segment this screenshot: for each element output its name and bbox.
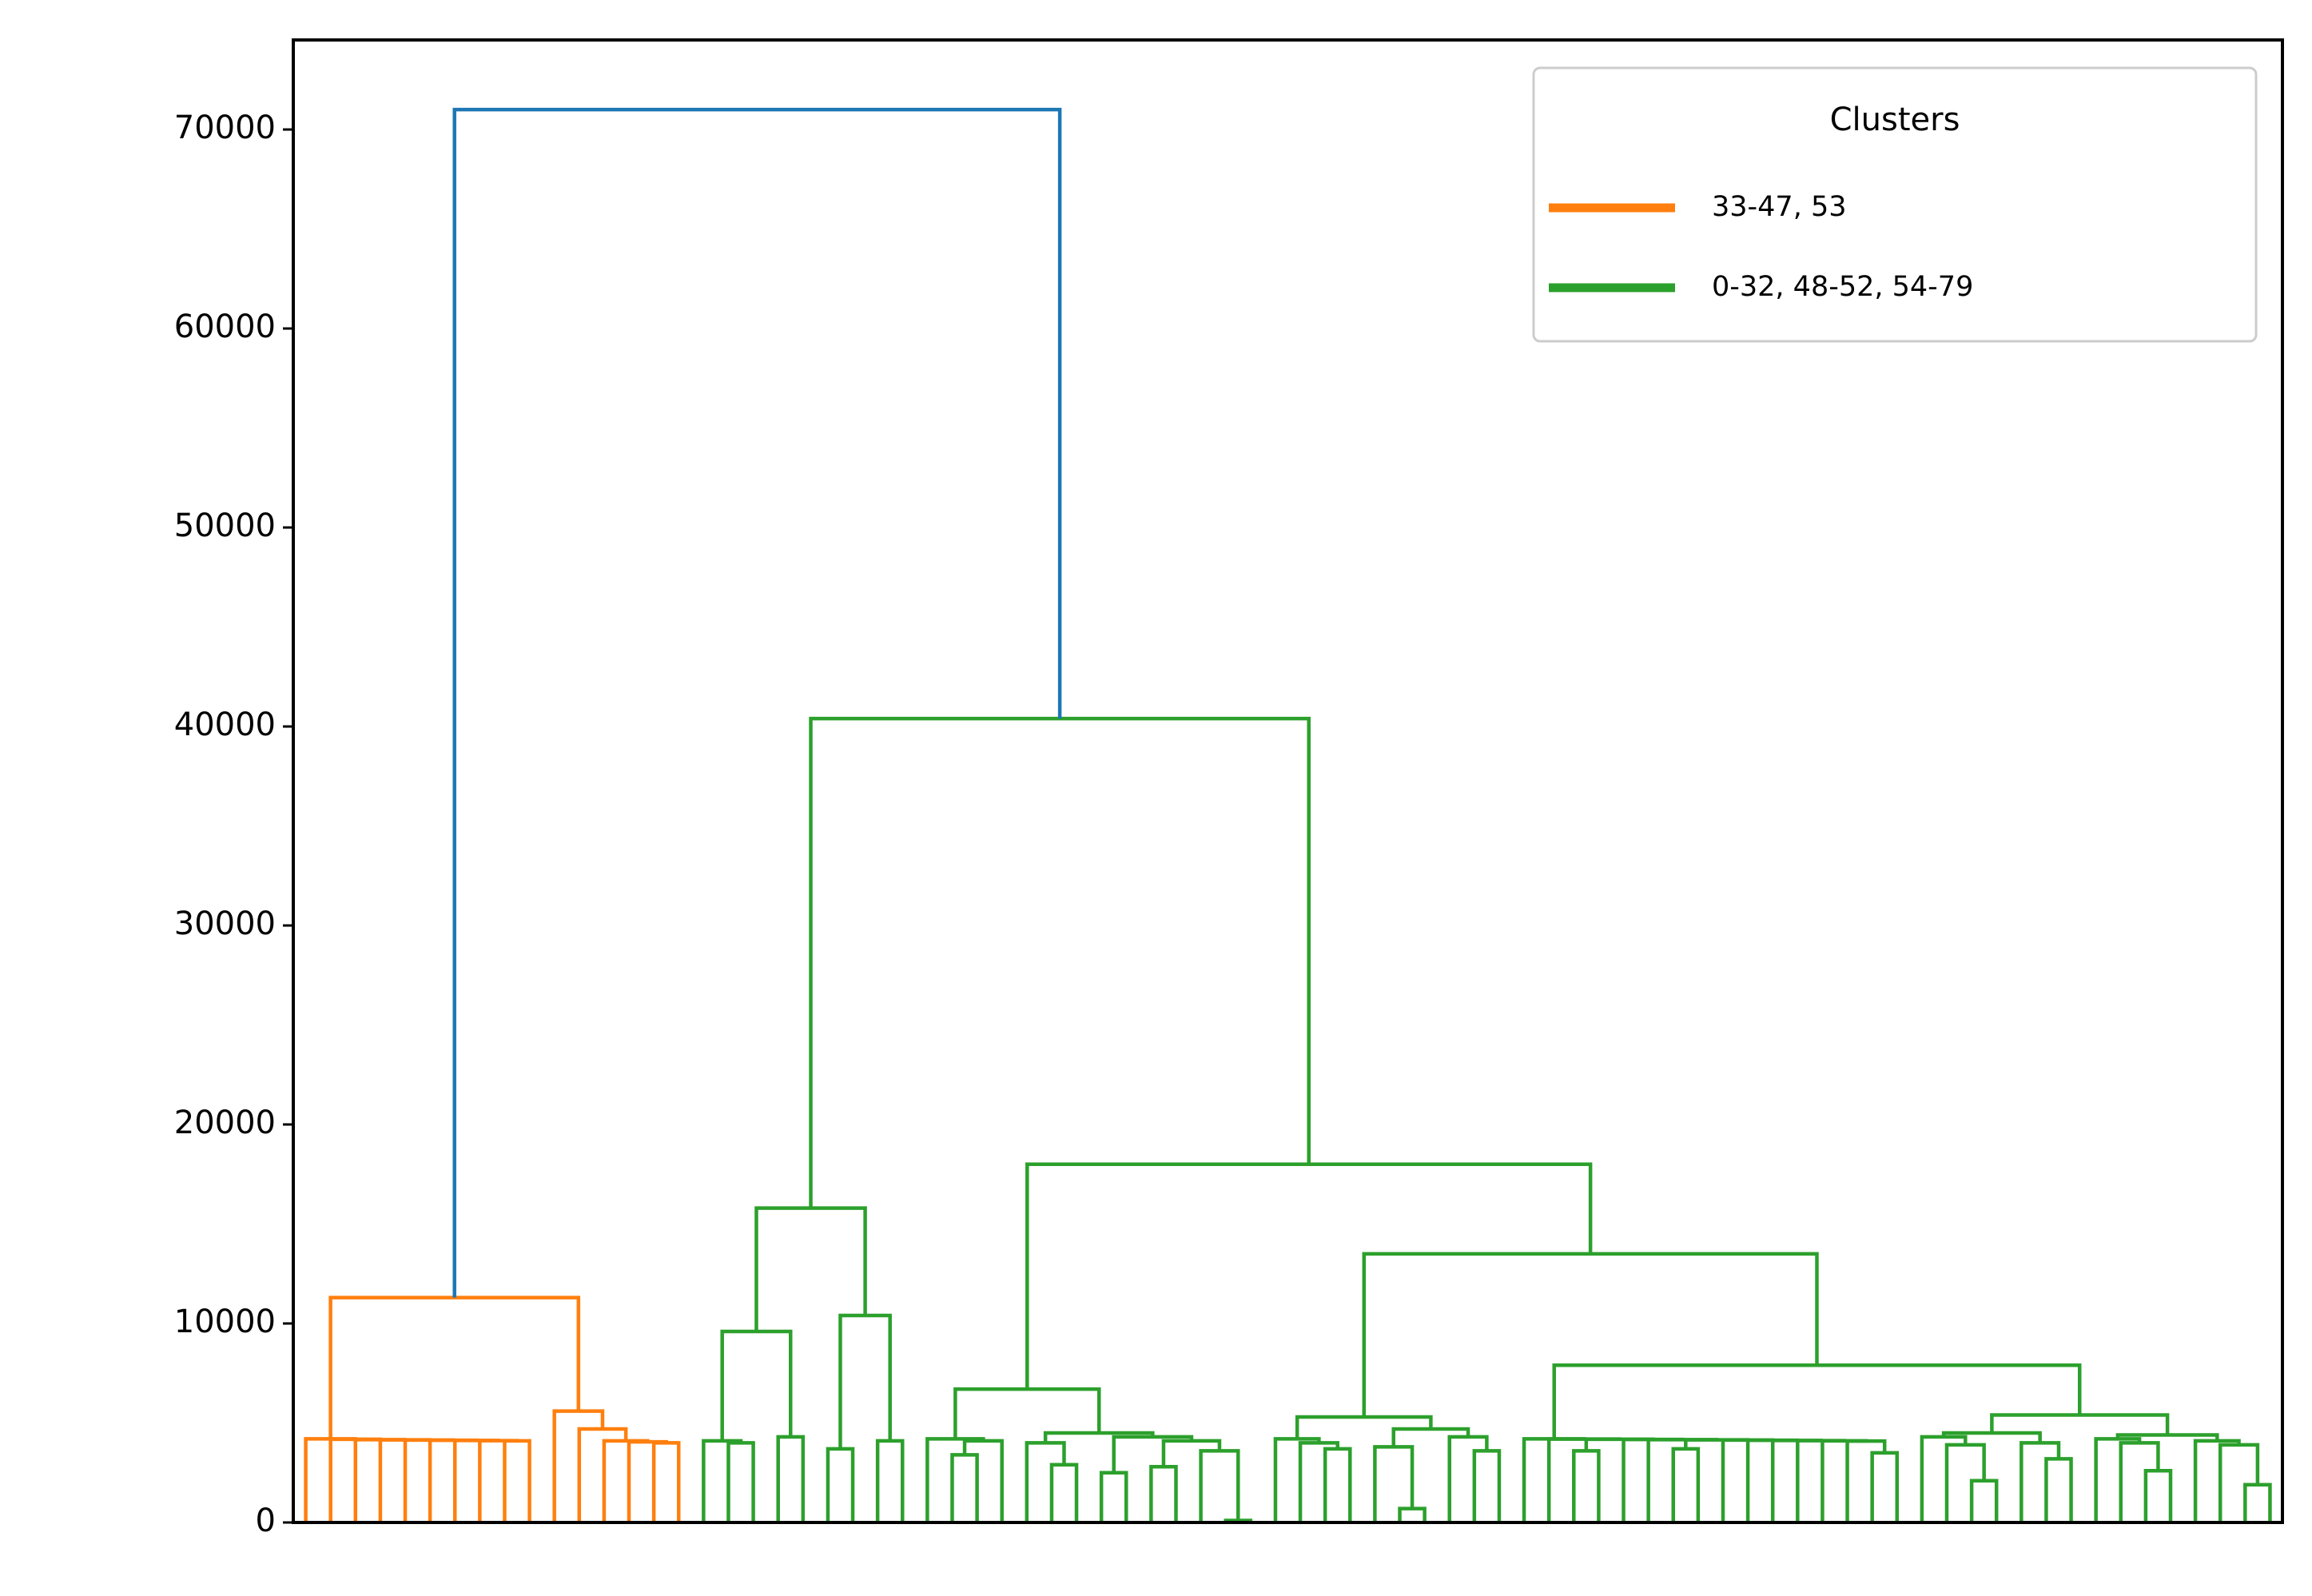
links <box>304 107 2272 1522</box>
y-tick-label: 40000 <box>174 706 276 743</box>
legend-title: Clusters <box>1830 101 1960 138</box>
y-tick-label: 60000 <box>174 308 276 345</box>
plot-frame <box>292 38 2284 1524</box>
y-tick-label: 30000 <box>174 905 276 942</box>
legend-label: 0-32, 48-52, 54-79 <box>1712 271 1973 303</box>
y-tick-label: 20000 <box>174 1104 276 1141</box>
legend: Clusters 33-47, 53 0-32, 48-52, 54-79 <box>1532 66 2258 343</box>
y-tick-label: 50000 <box>174 507 276 544</box>
y-tick-label: 10000 <box>174 1303 276 1340</box>
legend-box <box>1532 66 2258 343</box>
root-link <box>452 107 1062 1298</box>
y-tick-label: 0 <box>256 1502 276 1539</box>
legend-label: 33-47, 53 <box>1712 191 1847 223</box>
y-tick-label: 70000 <box>174 109 276 146</box>
